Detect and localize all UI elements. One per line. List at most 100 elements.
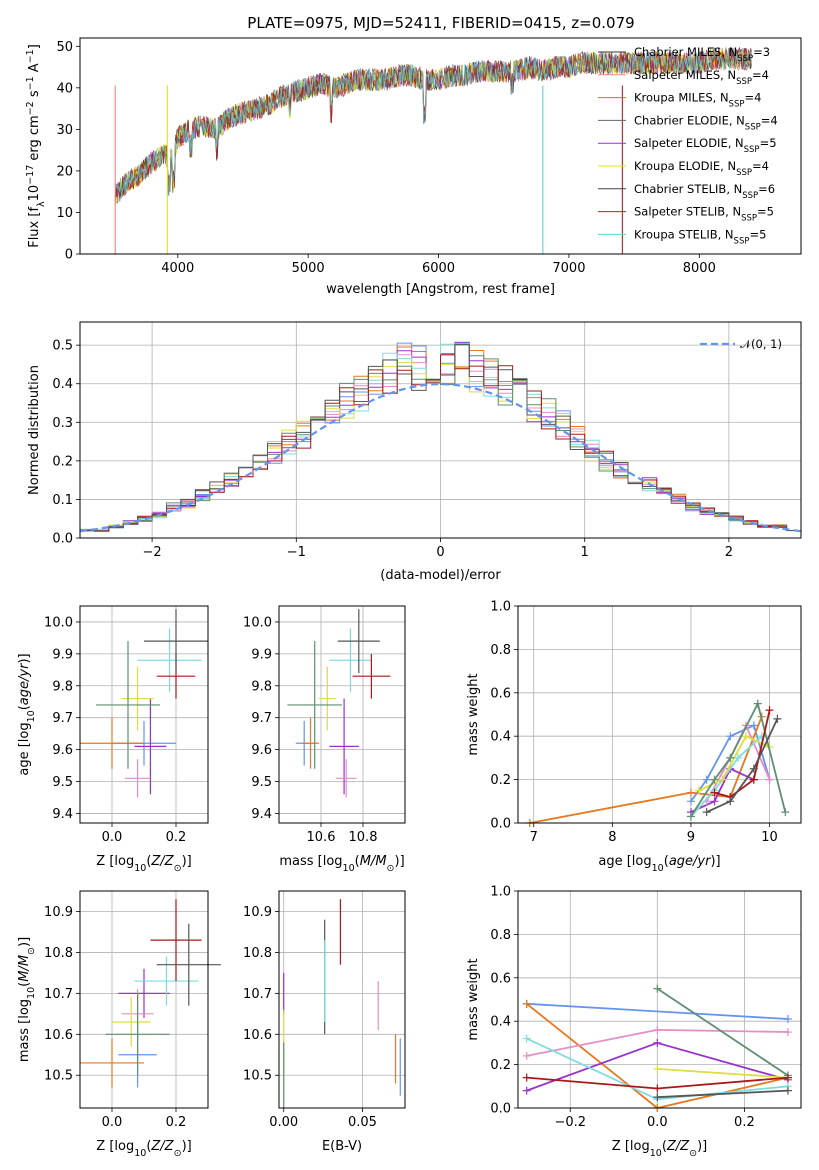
legend-sub: SSP (736, 77, 752, 87)
y-tick-label: 0 (65, 248, 73, 263)
y-tick-label: 30 (56, 123, 73, 138)
z-age-points (80, 609, 208, 798)
label-part: mass weight (466, 958, 481, 1040)
label-part: Z/Z (150, 1139, 174, 1154)
label-part: 10 (650, 1148, 662, 1159)
legend-entry: Salpeter MILES, NSSP=4 (634, 68, 769, 87)
legend-sub: SSP (734, 236, 750, 246)
y-tick-label: 9.5 (52, 775, 73, 790)
age-weight-x-axis-label: age [log10(age/yr)] (598, 854, 720, 874)
y-tick-label: 9.8 (52, 679, 73, 694)
y-tick-label: 0.4 (52, 377, 73, 392)
ebv-mass-axes: 0.00 0.05 10.5 10.6 10.7 10.8 10.9 (243, 891, 405, 1130)
age-weight-frame (517, 605, 802, 824)
y-tick-label: 0.4 (490, 730, 511, 745)
label-part: 10 (134, 1148, 146, 1159)
weight-marker (726, 753, 735, 762)
z-weight-frame (517, 890, 802, 1109)
label-part: M/M (17, 955, 32, 982)
weight-marker (702, 775, 711, 784)
label-part: ( (146, 854, 151, 869)
legend-text: Salpeter MILES, N (634, 68, 736, 82)
legend-sub: SSP (737, 54, 753, 64)
label-part: 10 (652, 863, 664, 874)
histogram-series (80, 343, 801, 532)
label-part: (data-model)/error (380, 568, 501, 583)
weight-marker (653, 1084, 662, 1093)
legend-tail: =4 (752, 159, 769, 173)
x-tick-label: 0.2 (734, 1115, 755, 1130)
spectrum-axes: 4000 5000 6000 7000 8000 0 10 20 30 40 50 (56, 40, 715, 276)
x-tick-label: −2 (143, 545, 162, 560)
label-part: ( (355, 854, 360, 869)
legend-entry: Kroupa STELIB, NSSP=5 (634, 227, 766, 246)
histogram-y-axis-label: Normed distribution (27, 365, 42, 495)
weight-marker (783, 1086, 792, 1095)
weight-marker (694, 786, 703, 795)
label-part: Normed distribution (27, 365, 42, 495)
y-tick-label: 9.9 (52, 647, 73, 662)
y-tick-label: 10.9 (44, 905, 73, 920)
histogram-legend-entry: 𝒩(0, 1) (740, 337, 782, 351)
z-mass-x-axis-label: Z [log10(Z/Z⊙)] (96, 1139, 191, 1159)
y-tick-label: 0.0 (490, 817, 511, 832)
x-tick-label: −0.2 (554, 1115, 586, 1130)
spectrum-x-axis-label: wavelength [Angstrom, rest frame] (326, 282, 555, 297)
weight-line (657, 1068, 788, 1079)
label-part: ( (664, 854, 669, 869)
y-tick-label: 0.8 (490, 928, 511, 943)
weight-marker (765, 706, 774, 715)
x-tick-label: 2 (725, 545, 733, 560)
x-tick-label: 0.00 (269, 1115, 298, 1130)
y-tick-label: 10.9 (243, 905, 272, 920)
label-part: Flux [f (27, 207, 42, 248)
y-tick-label: 10.5 (243, 1069, 272, 1084)
spectrum-lines (114, 46, 752, 254)
legend-entry: Salpeter STELIB, NSSP=5 (634, 205, 774, 224)
histogram-series (80, 344, 801, 532)
z-age-x-axis-label: Z [log10(Z/Z⊙)] (96, 854, 191, 874)
weight-marker (718, 775, 727, 784)
legend-sub: SSP (741, 214, 757, 224)
y-tick-label: 10.0 (243, 615, 272, 630)
y-tick-label: 10.0 (44, 615, 73, 630)
spectrum-y-axis-label: Flux [fλ10−17 erg cm−2 s−1 A−1] (25, 44, 47, 248)
label-part: ⊙ (174, 1148, 182, 1159)
weight-line (526, 1002, 788, 1020)
label-part: ⊙ (387, 863, 395, 874)
histogram-x-axis-label: (data-model)/error (380, 568, 501, 583)
label-part: 10 (27, 185, 42, 202)
label-part: ⊙ (174, 863, 182, 874)
weight-marker (710, 797, 719, 806)
label-part: ( (662, 1139, 667, 1154)
x-tick-label: 10.8 (349, 830, 378, 845)
legend-entry: Chabrier STELIB, NSSP=6 (634, 182, 775, 201)
weight-marker (734, 753, 743, 762)
x-tick-label: −1 (287, 545, 306, 560)
legend-tail: =5 (757, 205, 774, 219)
mass-age-points (287, 609, 391, 798)
z-age-axes: 0.0 0.2 9.4 9.5 9.6 9.7 9.8 9.9 10.0 (44, 606, 208, 845)
weight-marker (653, 1025, 662, 1034)
y-tick-label: 9.9 (251, 647, 272, 662)
weight-marker (686, 812, 695, 821)
legend-text: Kroupa STELIB, N (634, 227, 734, 241)
x-tick-label: 1 (581, 545, 589, 560)
y-tick-label: 1.0 (490, 885, 511, 900)
label-part: )] (182, 1139, 192, 1154)
label-part: ⊙ (26, 947, 37, 955)
label-part: −2 (25, 101, 36, 115)
weight-marker (783, 1028, 792, 1037)
legend-sub: SSP (745, 122, 761, 132)
weight-marker (726, 732, 735, 741)
z-mass-y-axis-label: mass [log10(M/M⊙)] (17, 937, 37, 1062)
weight-marker (522, 999, 531, 1008)
y-tick-label: 50 (56, 40, 73, 55)
y-tick-label: 40 (56, 81, 73, 96)
z-age-frame (79, 605, 209, 824)
label-part: age [log (598, 854, 651, 869)
legend-tail: =5 (760, 136, 777, 150)
z-age-y-axis-label: age [log10(age/yr)] (17, 653, 37, 775)
legend-text: Chabrier ELODIE, N (634, 113, 745, 127)
